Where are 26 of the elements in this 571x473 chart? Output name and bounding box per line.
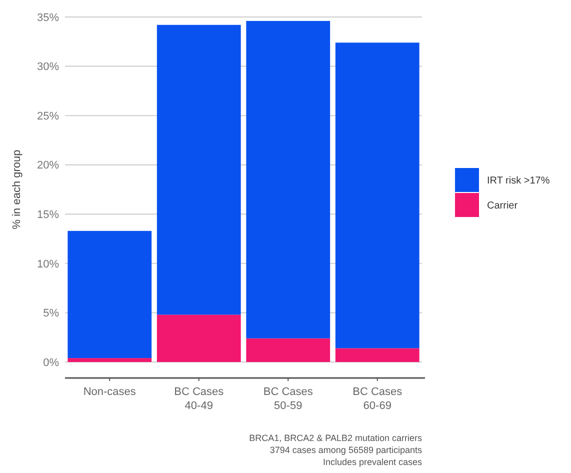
legend-label: Carrier bbox=[487, 200, 518, 212]
text: 3794 cases among 56589 participants bbox=[270, 445, 422, 455]
y-tick-label: 35% bbox=[36, 12, 60, 24]
y-tick-label: 30% bbox=[36, 61, 60, 74]
bar bbox=[68, 230, 152, 358]
bar bbox=[246, 20, 330, 338]
x-tick-label: BC Cases 50-59 bbox=[263, 386, 314, 412]
bar bbox=[335, 42, 420, 348]
y-axis-title: % in each group bbox=[11, 150, 23, 230]
y-tick-label: 5% bbox=[43, 308, 60, 320]
y-tick-label: 0% bbox=[43, 356, 60, 369]
text: Includes prevalent cases bbox=[322, 457, 422, 467]
y-tick-label: 15% bbox=[36, 208, 60, 221]
x-tick-label: BC Cases 60-69 bbox=[352, 386, 403, 412]
bar bbox=[68, 358, 152, 362]
y-tick-label: 10% bbox=[36, 258, 60, 270]
bar bbox=[246, 338, 330, 362]
y-tick-label: 25% bbox=[36, 110, 60, 122]
bar bbox=[156, 24, 241, 315]
legend-label: IRT risk >17% bbox=[487, 176, 550, 186]
text: BRCA1, BRCA2 & PALB2 mutation carriers bbox=[249, 433, 422, 443]
bar bbox=[335, 348, 420, 362]
y-tick-label: 20% bbox=[36, 160, 60, 172]
bar bbox=[156, 314, 241, 362]
x-tick-label: BC Cases 40-49 bbox=[174, 386, 224, 412]
x-tick-label: Non-cases bbox=[83, 386, 136, 398]
